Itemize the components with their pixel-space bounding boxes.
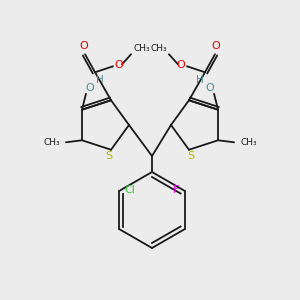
Text: O: O bbox=[177, 60, 185, 70]
Text: Cl: Cl bbox=[125, 185, 136, 195]
Text: O: O bbox=[85, 83, 94, 93]
Text: H: H bbox=[196, 75, 204, 85]
Text: O: O bbox=[206, 83, 214, 93]
Text: H: H bbox=[96, 75, 104, 85]
Text: CH₃: CH₃ bbox=[150, 44, 167, 53]
Text: O: O bbox=[80, 41, 88, 51]
Text: CH₃: CH₃ bbox=[43, 138, 60, 147]
Text: O: O bbox=[115, 60, 123, 70]
Text: CH₃: CH₃ bbox=[240, 138, 257, 147]
Text: O: O bbox=[212, 41, 220, 51]
Text: CH₃: CH₃ bbox=[133, 44, 150, 53]
Text: S: S bbox=[106, 151, 112, 161]
Text: F: F bbox=[173, 185, 179, 195]
Text: S: S bbox=[188, 151, 194, 161]
